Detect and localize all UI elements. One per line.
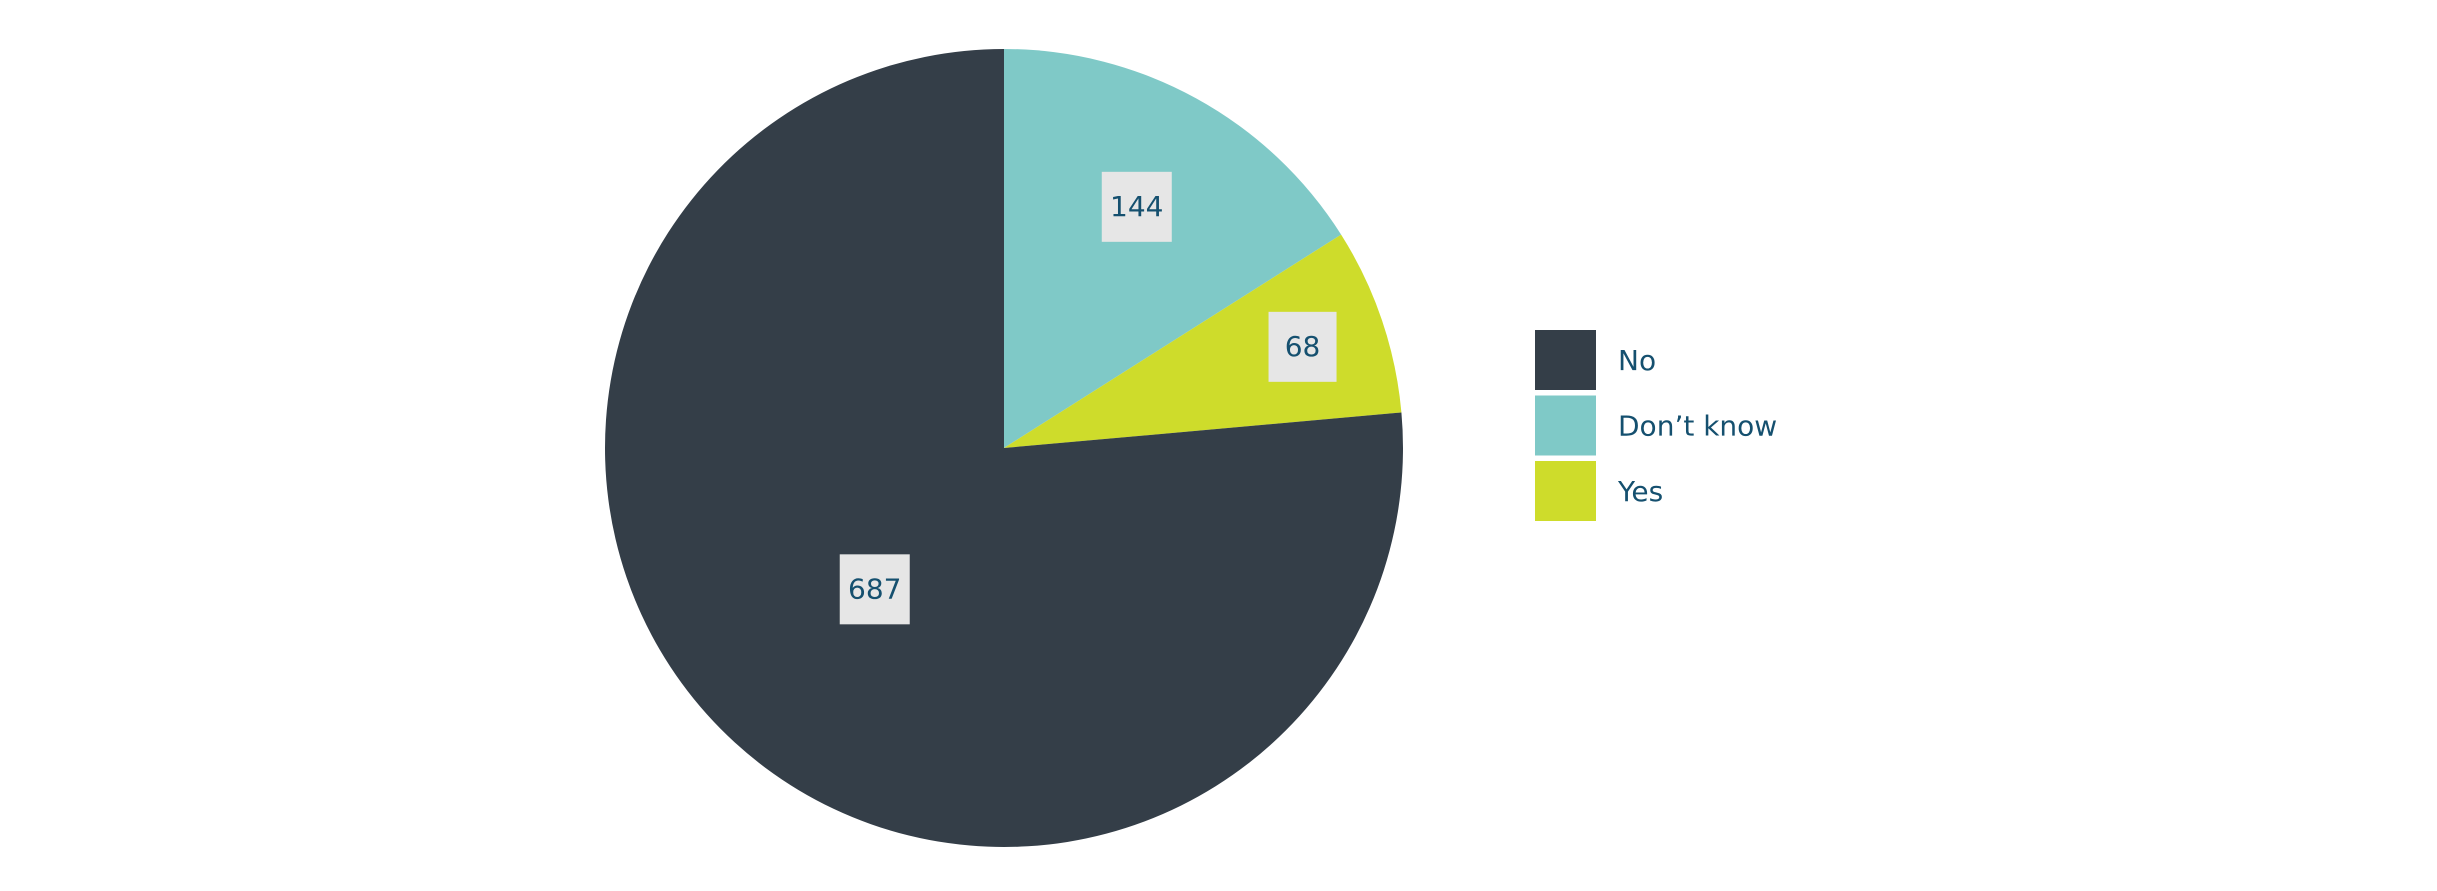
legend-swatch	[1535, 395, 1596, 456]
pie-slice	[1004, 49, 1342, 448]
data-label: 144	[1110, 190, 1163, 223]
label-box	[839, 554, 910, 625]
legend-label: No	[1618, 344, 1656, 377]
label-box	[1101, 171, 1172, 242]
legend-label: Yes	[1617, 475, 1663, 508]
label-box	[1268, 311, 1337, 382]
pie-slice	[1004, 234, 1402, 448]
legend-swatch	[1535, 330, 1596, 390]
data-label: 68	[1285, 330, 1321, 363]
legend-label: Don’t know	[1618, 410, 1777, 443]
legend-swatch	[1535, 461, 1596, 521]
data-label: 687	[848, 572, 901, 605]
pie-slice	[604, 49, 1403, 847]
